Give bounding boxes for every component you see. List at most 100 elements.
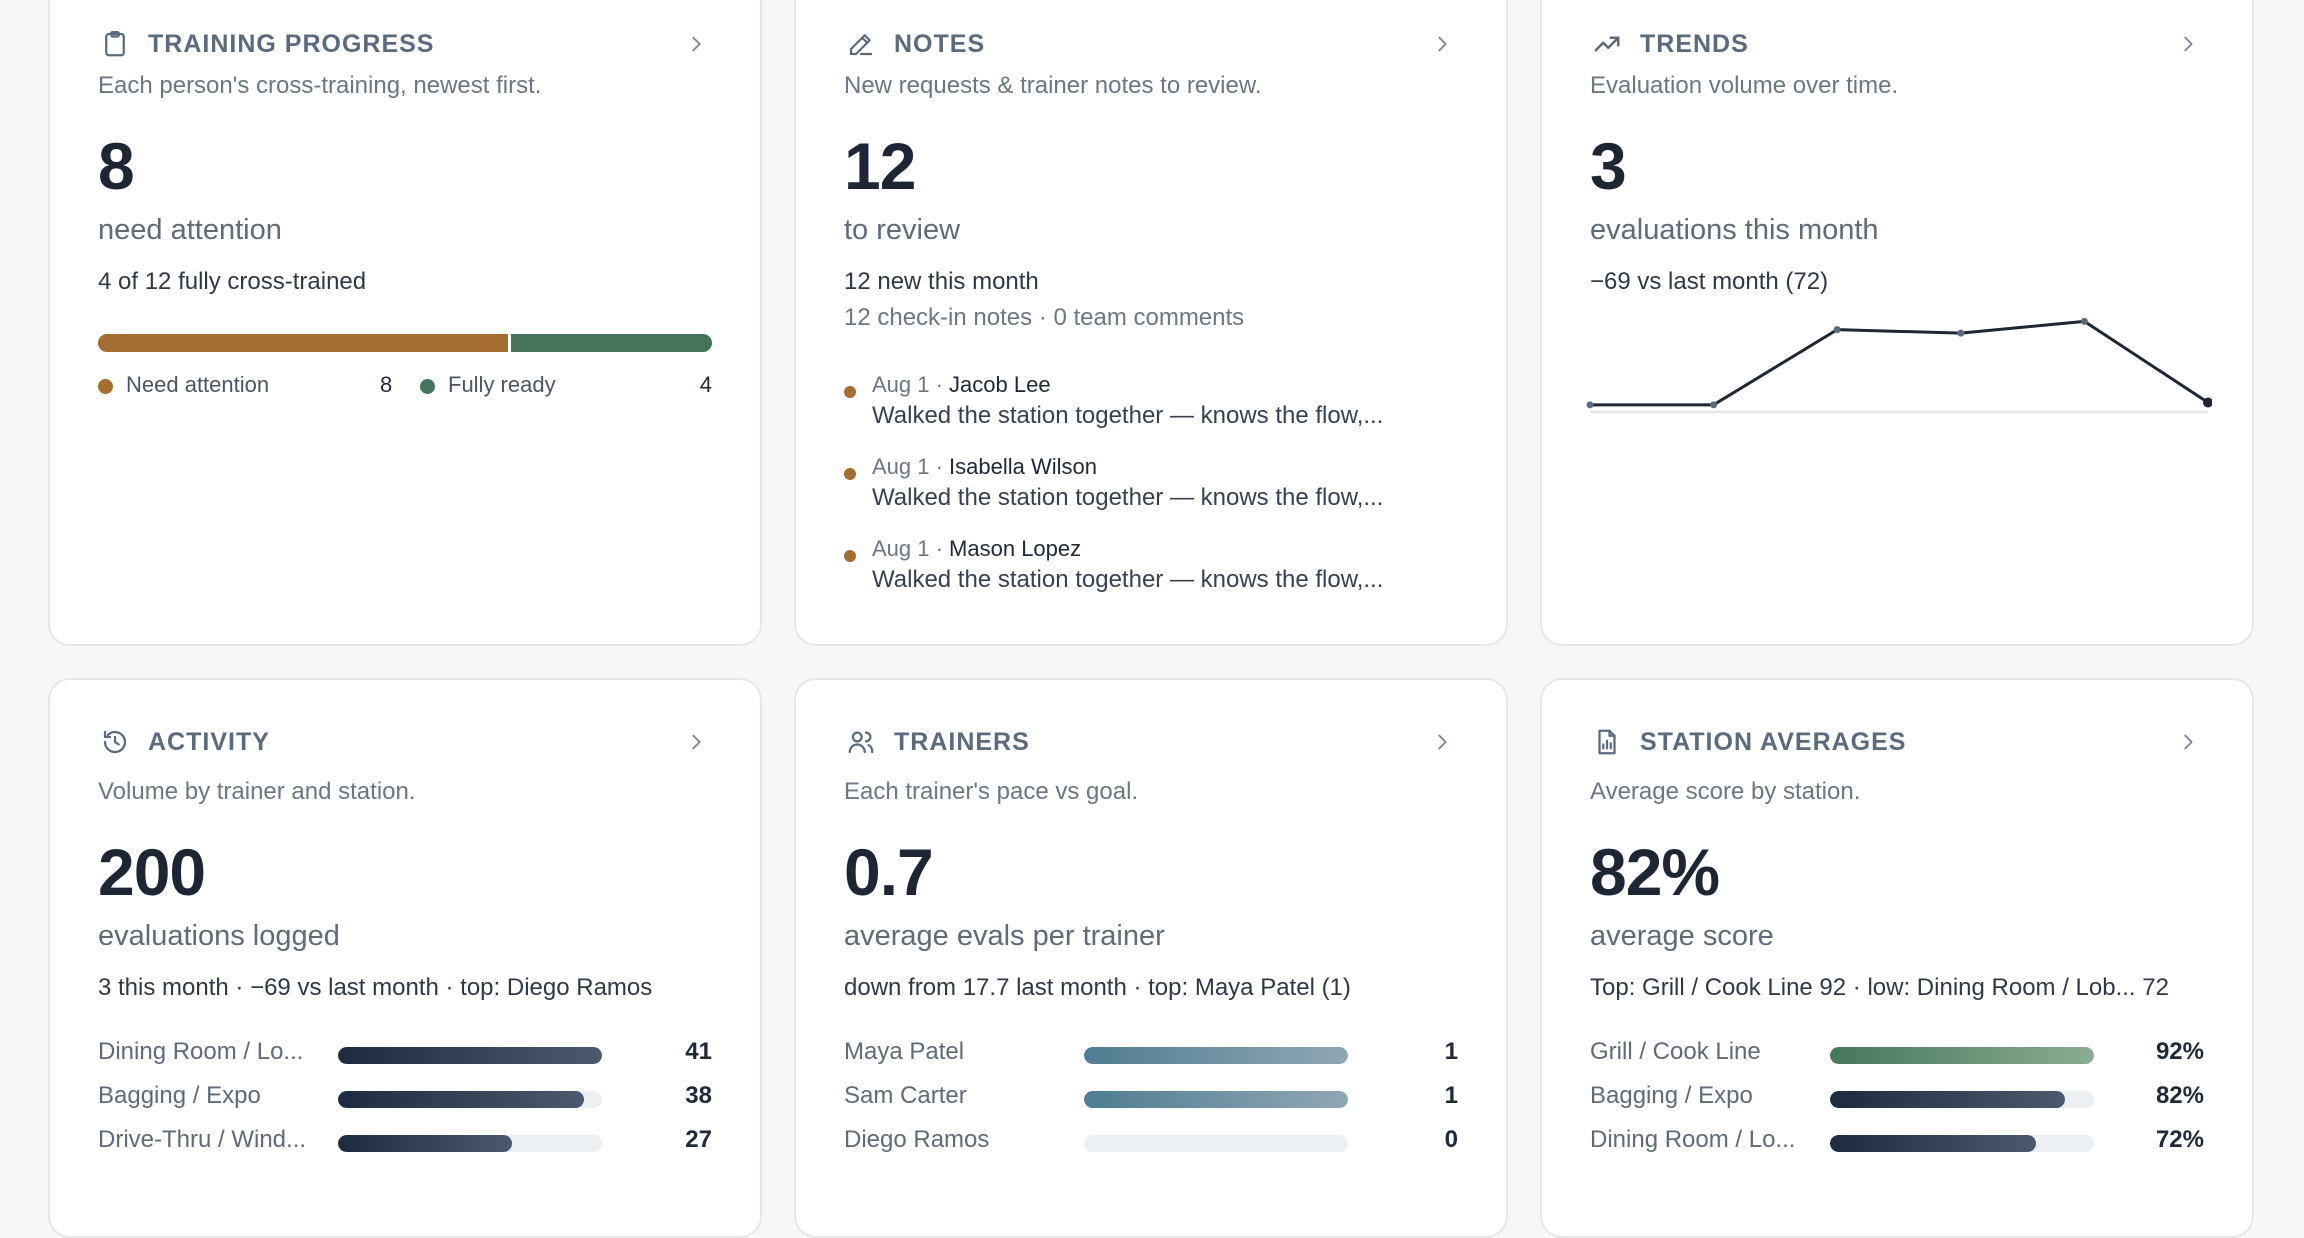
bar-fill — [1830, 1135, 2036, 1152]
chevron-right-icon[interactable] — [2172, 726, 2204, 758]
attention-dot-icon — [98, 379, 113, 394]
big-number: 8 — [98, 129, 135, 203]
bar-row: Bagging / Expo 82% — [1590, 1078, 2204, 1122]
bar-label: Dining Room / Lo... — [98, 1038, 304, 1065]
big-number: 3 — [1590, 129, 1627, 203]
big-number: 200 — [98, 835, 206, 909]
pencil-icon — [844, 27, 878, 61]
bar-track — [1830, 1047, 2094, 1064]
note-text: Walked the station together — knows the … — [872, 402, 1384, 429]
list-item[interactable]: Aug 1 · Jacob Lee Walked the station tog… — [844, 372, 1458, 454]
bar-label: Drive-Thru / Wind... — [98, 1126, 307, 1153]
bullet-icon — [844, 386, 856, 398]
trends-card[interactable]: TRENDS Evaluation volume over time. 3 ev… — [1540, 0, 2254, 646]
big-number-label: evaluations logged — [98, 920, 340, 952]
activity-card[interactable]: ACTIVITY Volume by trainer and station. … — [48, 678, 762, 1238]
note-author: Isabella Wilson — [949, 454, 1097, 479]
bar-label: Sam Carter — [844, 1082, 967, 1109]
list-item[interactable]: Aug 1 · Mason Lopez Walked the station t… — [844, 536, 1458, 618]
station-averages-card[interactable]: STATION AVERAGES Average score by statio… — [1540, 678, 2254, 1238]
users-icon — [844, 725, 878, 759]
ready-segment — [510, 334, 712, 352]
note-meta: Aug 1 · Isabella Wilson — [872, 454, 1097, 480]
data-point — [1957, 329, 1965, 337]
note-text: Walked the station together — knows the … — [872, 566, 1384, 593]
bar-track — [1084, 1047, 1348, 1064]
bar-fill — [338, 1135, 513, 1152]
big-number-label: average evals per trainer — [844, 920, 1165, 952]
bar-label: Bagging / Expo — [1590, 1082, 1753, 1109]
bar-row: Dining Room / Lo... 41 — [98, 1034, 712, 1078]
bar-track — [338, 1091, 602, 1108]
notes-list: Aug 1 · Jacob Lee Walked the station tog… — [844, 372, 1458, 618]
note-author: Mason Lopez — [949, 536, 1082, 561]
evaluation-trend-chart — [1586, 317, 2212, 414]
bar-label: Bagging / Expo — [98, 1082, 261, 1109]
bar-value: 0 — [1444, 1126, 1458, 1153]
big-number-label: average score — [1590, 920, 1774, 952]
big-number: 0.7 — [844, 835, 934, 909]
bar-row: Diego Ramos 0 — [844, 1122, 1458, 1166]
bar-fill — [338, 1047, 602, 1064]
legend-label: Need attention — [126, 372, 270, 397]
bar-fill — [1830, 1091, 2065, 1108]
bar-track — [338, 1135, 602, 1152]
bar-fill — [338, 1091, 584, 1108]
big-number-label: to review — [844, 214, 961, 246]
bar-label: Grill / Cook Line — [1590, 1038, 1761, 1065]
bar-row: Drive-Thru / Wind... 27 — [98, 1122, 712, 1166]
progress-legend: Need attention 8 Fully ready 4 — [98, 372, 712, 402]
card-header: TRAINING PROGRESS — [98, 24, 712, 64]
note-text: Walked the station together — knows the … — [872, 484, 1384, 511]
chevron-right-icon[interactable] — [1426, 28, 1458, 60]
bullet-icon — [844, 550, 856, 562]
bar-row: Dining Room / Lo... 72% — [1590, 1122, 2204, 1166]
bar-track — [1830, 1091, 2094, 1108]
trainer-summary-text: down from 17.7 last month · top: Maya Pa… — [844, 974, 1351, 1001]
big-number: 12 — [844, 129, 916, 203]
data-point — [1833, 326, 1841, 334]
bar-value: 27 — [685, 1126, 712, 1153]
bar-fill — [1084, 1091, 1348, 1108]
bullet-icon — [844, 468, 856, 480]
data-point — [1710, 401, 1718, 409]
bar-row: Grill / Cook Line 92% — [1590, 1034, 2204, 1078]
bar-value: 1 — [1444, 1038, 1458, 1065]
clipboard-icon — [98, 27, 132, 61]
bar-row: Sam Carter 1 — [844, 1078, 1458, 1122]
history-icon — [98, 725, 132, 759]
activity-summary-text: 3 this month · −69 vs last month · top: … — [98, 974, 653, 1001]
chevron-right-icon[interactable] — [1426, 726, 1458, 758]
data-point — [2203, 397, 2212, 408]
new-this-month-text: 12 new this month — [844, 268, 1039, 295]
notes-card[interactable]: NOTES New requests & trainer notes to re… — [794, 0, 1508, 646]
card-subtitle: Average score by station. — [1590, 778, 1861, 805]
summary-text: 4 of 12 fully cross-trained — [98, 268, 367, 295]
bar-fill — [1084, 1047, 1348, 1064]
station-volume-list: Dining Room / Lo... 41 Bagging / Expo 38… — [98, 1034, 712, 1166]
card-header: NOTES — [844, 24, 1458, 64]
card-header: STATION AVERAGES — [1590, 722, 2204, 762]
bar-track — [338, 1047, 602, 1064]
legend-count: 8 — [380, 372, 393, 397]
bar-value: 72% — [2155, 1126, 2204, 1153]
bar-track — [1830, 1135, 2094, 1152]
chevron-right-icon[interactable] — [680, 28, 712, 60]
training-progress-card[interactable]: TRAINING PROGRESS Each person's cross-tr… — [48, 0, 762, 646]
card-title: ACTIVITY — [148, 727, 270, 756]
list-item[interactable]: Aug 1 · Isabella Wilson Walked the stati… — [844, 454, 1458, 536]
trainers-card[interactable]: TRAINERS Each trainer's pace vs goal. 0.… — [794, 678, 1508, 1238]
big-number-label: evaluations this month — [1590, 214, 1879, 246]
chevron-right-icon[interactable] — [680, 726, 712, 758]
big-number: 82% — [1590, 835, 1720, 909]
card-subtitle: Each trainer's pace vs goal. — [844, 778, 1139, 805]
card-title: NOTES — [894, 29, 986, 58]
note-author: Jacob Lee — [949, 372, 1051, 397]
card-title: TRENDS — [1640, 29, 1749, 58]
card-title: TRAINING PROGRESS — [148, 29, 435, 58]
chevron-right-icon[interactable] — [2172, 28, 2204, 60]
note-meta: Aug 1 · Mason Lopez — [872, 536, 1081, 562]
bar-value: 82% — [2155, 1082, 2204, 1109]
card-header: ACTIVITY — [98, 722, 712, 762]
station-score-list: Grill / Cook Line 92% Bagging / Expo 82%… — [1590, 1034, 2204, 1166]
